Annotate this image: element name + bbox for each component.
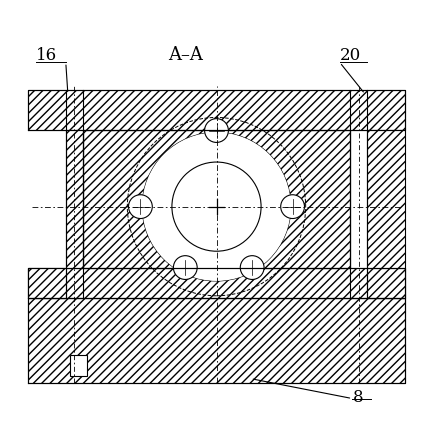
Bar <box>83 130 350 268</box>
Bar <box>28 298 405 383</box>
Circle shape <box>281 195 304 219</box>
Bar <box>28 268 405 298</box>
Circle shape <box>142 132 291 281</box>
Circle shape <box>240 256 264 279</box>
Bar <box>28 268 66 298</box>
Text: 20: 20 <box>339 47 361 64</box>
Circle shape <box>205 119 228 142</box>
Bar <box>367 130 405 268</box>
Bar <box>28 90 405 130</box>
Circle shape <box>173 256 197 279</box>
Text: 16: 16 <box>36 47 57 64</box>
Bar <box>367 268 405 298</box>
Circle shape <box>142 132 291 281</box>
Bar <box>66 130 83 268</box>
Text: 8: 8 <box>352 389 363 406</box>
Circle shape <box>129 195 152 219</box>
Bar <box>70 355 87 377</box>
Circle shape <box>172 162 261 251</box>
Text: A–A: A–A <box>168 46 203 64</box>
